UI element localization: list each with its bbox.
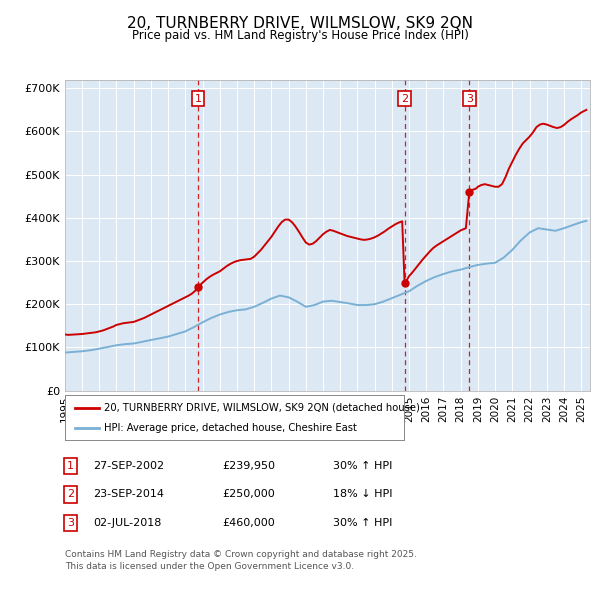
Text: 30% ↑ HPI: 30% ↑ HPI: [333, 518, 392, 527]
Text: 2: 2: [67, 490, 74, 499]
Text: Price paid vs. HM Land Registry's House Price Index (HPI): Price paid vs. HM Land Registry's House …: [131, 29, 469, 42]
Text: 23-SEP-2014: 23-SEP-2014: [93, 490, 164, 499]
Text: 2: 2: [401, 94, 408, 104]
Text: HPI: Average price, detached house, Cheshire East: HPI: Average price, detached house, Ches…: [104, 423, 356, 433]
Text: 02-JUL-2018: 02-JUL-2018: [93, 518, 161, 527]
Text: £460,000: £460,000: [222, 518, 275, 527]
Text: Contains HM Land Registry data © Crown copyright and database right 2025.
This d: Contains HM Land Registry data © Crown c…: [65, 550, 416, 571]
Text: 27-SEP-2002: 27-SEP-2002: [93, 461, 164, 471]
Text: 3: 3: [67, 518, 74, 527]
Text: 18% ↓ HPI: 18% ↓ HPI: [333, 490, 392, 499]
Text: 1: 1: [194, 94, 202, 104]
Text: £239,950: £239,950: [222, 461, 275, 471]
Text: 1: 1: [67, 461, 74, 471]
Text: £250,000: £250,000: [222, 490, 275, 499]
Text: 20, TURNBERRY DRIVE, WILMSLOW, SK9 2QN (detached house): 20, TURNBERRY DRIVE, WILMSLOW, SK9 2QN (…: [104, 403, 419, 412]
Text: 3: 3: [466, 94, 473, 104]
Text: 30% ↑ HPI: 30% ↑ HPI: [333, 461, 392, 471]
Text: 20, TURNBERRY DRIVE, WILMSLOW, SK9 2QN: 20, TURNBERRY DRIVE, WILMSLOW, SK9 2QN: [127, 16, 473, 31]
